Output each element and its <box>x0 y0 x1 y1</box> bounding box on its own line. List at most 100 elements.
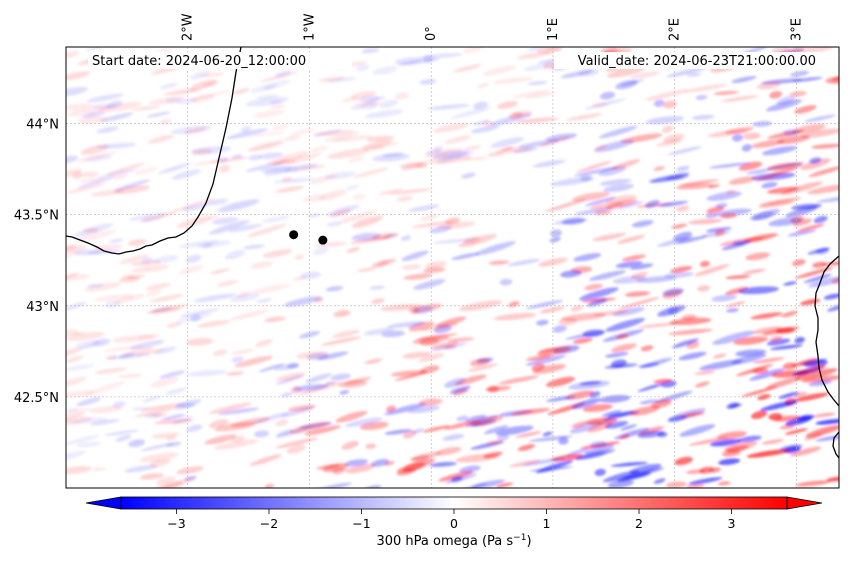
omega-streak <box>755 167 798 182</box>
omega-streak <box>708 467 721 473</box>
omega-streak <box>66 376 87 389</box>
omega-streak <box>86 283 104 288</box>
omega-streak <box>313 297 324 303</box>
omega-streak <box>723 441 758 452</box>
omega-streak <box>326 76 357 83</box>
omega-streak <box>726 402 739 409</box>
omega-field <box>66 47 839 488</box>
omega-streak <box>567 380 610 390</box>
omega-streak <box>508 112 523 120</box>
omega-streak <box>372 66 398 75</box>
omega-streak <box>358 95 380 104</box>
omega-streak <box>602 470 640 483</box>
omega-streak <box>218 164 231 173</box>
omega-streak <box>208 220 250 235</box>
omega-streak <box>792 77 823 82</box>
omega-streak <box>532 364 566 374</box>
omega-streak <box>604 421 629 429</box>
omega-streak <box>89 419 120 426</box>
omega-streak <box>186 424 203 433</box>
omega-streak <box>721 240 752 251</box>
omega-streak <box>645 200 660 208</box>
omega-streak <box>181 203 209 212</box>
omega-streak <box>378 188 404 195</box>
omega-streak <box>663 133 685 143</box>
omega-streak <box>589 441 607 448</box>
omega-streak <box>261 166 298 174</box>
omega-streak <box>193 293 237 303</box>
omega-streak <box>371 458 390 467</box>
omega-streak <box>261 215 290 223</box>
omega-streak <box>127 274 146 280</box>
omega-streak <box>584 283 603 291</box>
omega-streak <box>525 299 564 310</box>
omega-streak <box>312 246 329 256</box>
omega-streak <box>705 212 717 219</box>
omega-streak <box>499 278 513 286</box>
omega-streak <box>493 312 537 321</box>
omega-streak <box>394 371 427 381</box>
omega-streak <box>66 416 93 427</box>
omega-streak <box>444 135 472 144</box>
omega-streak <box>352 194 366 200</box>
omega-streak <box>598 125 638 139</box>
omega-streak <box>673 231 693 241</box>
omega-streak <box>231 435 245 443</box>
omega-streak <box>204 200 227 206</box>
omega-streak <box>264 316 286 323</box>
omega-streak <box>159 119 172 125</box>
omega-streak <box>472 120 491 126</box>
omega-streak <box>518 139 560 149</box>
lat-tick-label: 42.5°N <box>14 391 59 406</box>
omega-streak <box>695 95 708 100</box>
omega-streak <box>611 159 641 170</box>
omega-streak <box>230 293 260 302</box>
omega-streak <box>139 452 179 463</box>
omega-streak <box>172 198 216 212</box>
omega-streak <box>165 97 182 104</box>
omega-streak <box>256 298 273 304</box>
omega-streak <box>153 477 196 488</box>
omega-streak <box>178 240 220 248</box>
omega-streak <box>407 405 440 414</box>
colorbar-label-end: ) <box>526 534 531 549</box>
omega-streak <box>509 459 541 468</box>
omega-streak <box>711 294 737 302</box>
omega-streak <box>338 210 377 224</box>
omega-streak <box>258 152 284 159</box>
omega-streak <box>226 371 244 376</box>
omega-streak <box>66 355 84 363</box>
omega-streak <box>469 358 490 367</box>
omega-streak <box>794 336 805 344</box>
omega-streak <box>482 65 517 76</box>
omega-streak <box>662 100 677 109</box>
colorbar-ticks: −3 −2 −1 0 1 2 3 <box>167 509 735 531</box>
omega-streak <box>800 128 839 138</box>
omega-streak <box>418 352 445 362</box>
omega-streak <box>662 289 683 299</box>
omega-streak <box>605 199 638 209</box>
omega-streak <box>630 71 661 79</box>
omega-streak <box>303 194 326 203</box>
omega-streak <box>197 240 232 248</box>
station-marker <box>289 230 299 240</box>
omega-streak <box>148 458 171 468</box>
omega-streak <box>384 403 427 416</box>
omega-streak <box>488 260 510 265</box>
omega-streak <box>450 107 492 119</box>
omega-streak <box>344 417 383 427</box>
omega-streak <box>779 444 803 451</box>
omega-streak <box>396 458 436 473</box>
omega-streak <box>135 407 176 418</box>
omega-streak <box>779 424 795 430</box>
omega-streak <box>536 460 574 474</box>
omega-streak <box>364 485 382 488</box>
omega-streak <box>715 203 728 209</box>
omega-streak <box>667 146 702 156</box>
omega-streak <box>490 137 525 148</box>
omega-streak <box>248 140 284 152</box>
omega-streak <box>216 280 239 287</box>
lon-tick-label: 2°E <box>668 18 683 41</box>
omega-streak <box>693 264 730 277</box>
omega-streak <box>66 244 76 251</box>
